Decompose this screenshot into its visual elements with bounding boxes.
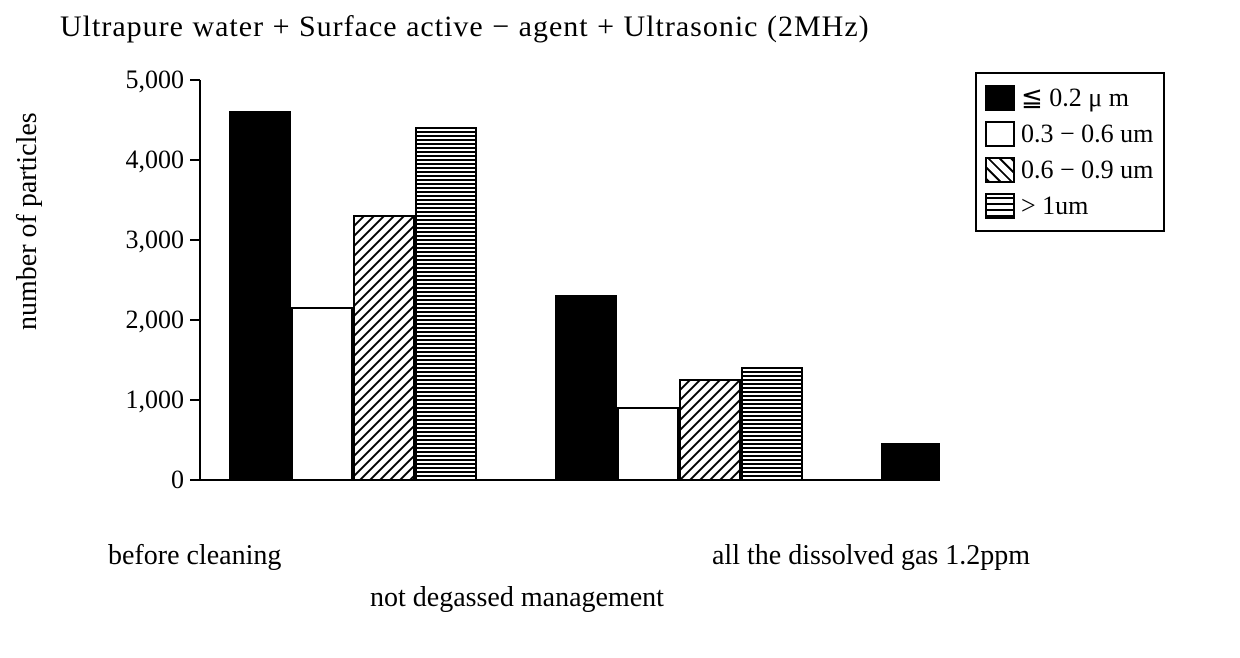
bar xyxy=(354,216,414,480)
svg-text:4,000: 4,000 xyxy=(126,145,185,174)
legend-swatch xyxy=(985,157,1015,183)
legend: ≦ 0.2 μ m 0.3 − 0.6 um 0.6 − 0.9 um > 1um xyxy=(975,72,1165,232)
legend-label: ≦ 0.2 μ m xyxy=(1021,83,1129,113)
bar xyxy=(882,444,940,480)
bar xyxy=(416,128,476,480)
legend-label: 0.3 − 0.6 um xyxy=(1021,119,1153,149)
legend-item: 0.6 − 0.9 um xyxy=(985,152,1153,188)
x-category-label-2: all the dissolved gas 1.2ppm xyxy=(712,540,1030,572)
bar xyxy=(230,112,290,480)
svg-text:5,000: 5,000 xyxy=(126,70,185,94)
svg-text:2,000: 2,000 xyxy=(126,305,185,334)
y-axis-label: number of particles xyxy=(12,112,44,330)
chart: 0 1,000 2,000 3,000 4,000 5,000 xyxy=(120,70,940,515)
legend-swatch xyxy=(985,85,1015,111)
bar xyxy=(556,296,616,480)
legend-swatch xyxy=(985,121,1015,147)
bar xyxy=(680,380,740,480)
x-category-label-1: not degassed management xyxy=(370,582,664,614)
chart-svg: 0 1,000 2,000 3,000 4,000 5,000 xyxy=(120,70,940,510)
legend-item: ≦ 0.2 μ m xyxy=(985,80,1153,116)
legend-item: > 1um xyxy=(985,188,1153,224)
bar xyxy=(742,368,802,480)
bar xyxy=(292,308,352,480)
bar xyxy=(618,408,678,480)
legend-item: 0.3 − 0.6 um xyxy=(985,116,1153,152)
page-title: Ultrapure water + Surface active − agent… xyxy=(60,10,870,44)
svg-text:1,000: 1,000 xyxy=(126,385,185,414)
legend-label: 0.6 − 0.9 um xyxy=(1021,155,1153,185)
legend-label: > 1um xyxy=(1021,191,1088,221)
svg-text:3,000: 3,000 xyxy=(126,225,185,254)
svg-text:0: 0 xyxy=(171,465,184,494)
legend-swatch xyxy=(985,193,1015,219)
x-category-label-0: before cleaning xyxy=(108,540,281,572)
